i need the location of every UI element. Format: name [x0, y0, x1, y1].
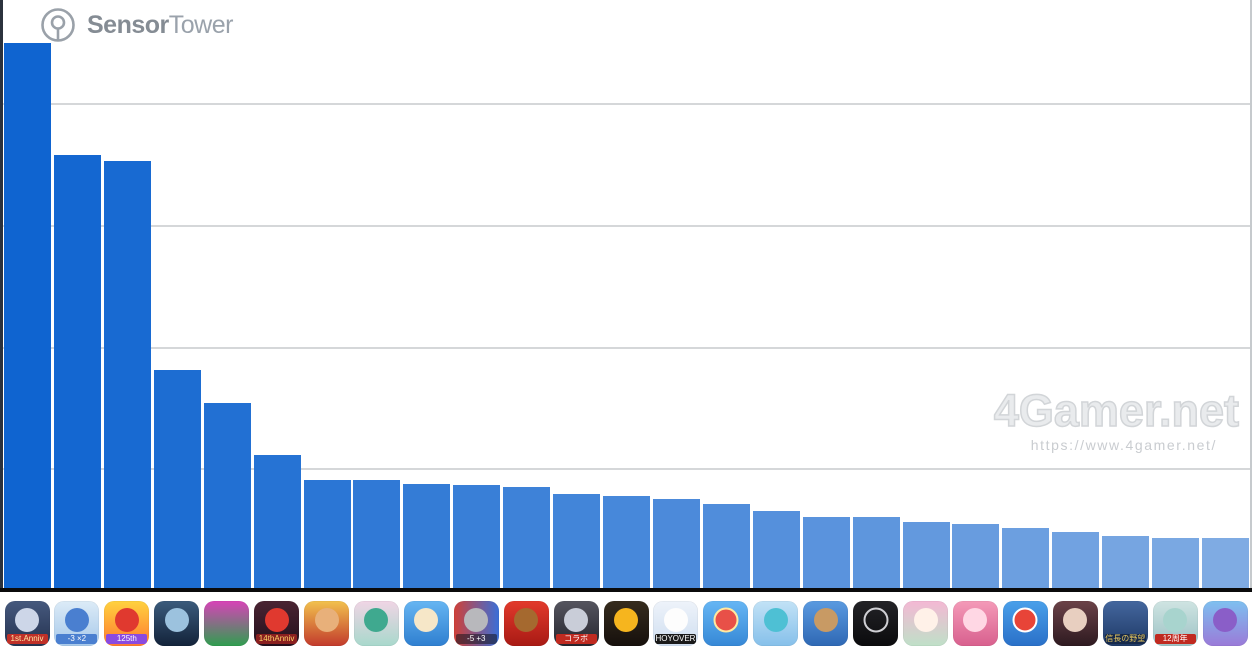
sensor-tower-logo: SensorTower [40, 7, 233, 43]
chart-bar-12 [553, 493, 601, 590]
app-icon-11 [503, 601, 549, 646]
app-icon-13 [603, 601, 649, 646]
app-icon-20-art [963, 607, 988, 632]
app-icon-14: HOYOVERSE [653, 601, 699, 646]
app-icon-17 [803, 601, 849, 646]
app-icon-22-art [1063, 607, 1088, 632]
app-icon-16 [753, 601, 799, 646]
app-icon-9-art [414, 607, 439, 632]
app-icon-20 [952, 601, 998, 646]
gridline [3, 224, 1250, 227]
app-icon-1-badge: 1st.Anniv [6, 634, 48, 644]
chart-bar-15 [702, 503, 750, 590]
app-icon-19-art [913, 607, 938, 632]
chart-bar-3 [103, 161, 151, 590]
app-icon-25-art [1213, 607, 1238, 632]
logo-text-light: Tower [168, 11, 234, 39]
x-axis-line [0, 588, 1252, 592]
chart-bar-19 [902, 521, 950, 590]
app-icon-2: -3 ×2 [54, 601, 100, 646]
chart-bar-14 [652, 498, 700, 590]
app-icon-23: 信長の野望 [1102, 601, 1148, 646]
chart-bar-22 [1052, 531, 1100, 590]
chart-bar-24 [1152, 537, 1200, 590]
gridline [3, 346, 1250, 349]
app-icon-16-art [763, 607, 788, 632]
4gamer-watermark: 4Gamer.net https://www.4gamer.net/ [993, 385, 1240, 453]
chart-bar-9 [403, 484, 451, 590]
app-icon-8 [353, 601, 399, 646]
app-icon-18 [853, 601, 899, 646]
app-icon-24: 12周年 [1152, 601, 1198, 646]
app-icon-14-art [663, 607, 688, 632]
app-icon-3-badge: 125th [106, 634, 148, 644]
chart-bar-13 [603, 496, 651, 590]
app-icon-21-art [1012, 607, 1038, 633]
chart-bar-16 [752, 510, 800, 590]
app-icon-6-art [264, 607, 289, 632]
chart-bar-11 [503, 486, 551, 590]
app-icon-3: 125th [104, 601, 150, 646]
chart-bar-6 [253, 454, 301, 590]
sensor-tower-wordmark: SensorTower [87, 7, 233, 43]
app-icon-23-badge: 信長の野望 [1104, 634, 1146, 644]
plot-right-border [1250, 0, 1252, 591]
gridline [3, 468, 1250, 471]
chart-bar-4 [153, 369, 201, 590]
4gamer-logo-text: 4Gamer.net [993, 385, 1240, 436]
app-icon-25 [1202, 601, 1248, 646]
app-icon-12: コラボ [553, 601, 599, 646]
app-icon-7-art [314, 607, 339, 632]
chart-bar-5 [203, 402, 251, 590]
app-icon-24-art [1163, 607, 1188, 632]
app-icon-21 [1002, 601, 1048, 646]
chart-bar-21 [1002, 527, 1050, 590]
app-icon-10: -5 +3 [453, 601, 499, 646]
4gamer-url-text: https://www.4gamer.net/ [1030, 437, 1217, 453]
gridline [3, 103, 1250, 105]
app-icon-15 [703, 601, 749, 646]
app-icon-10-badge: -5 +3 [455, 634, 497, 644]
app-icon-24-badge: 12周年 [1154, 634, 1196, 644]
app-icon-12-badge: コラボ [555, 634, 597, 644]
chart-bar-8 [353, 480, 401, 590]
app-icon-14-badge: HOYOVERSE [655, 634, 697, 644]
app-icon-1-art [15, 607, 39, 632]
app-icon-3-art [114, 607, 139, 632]
app-icon-7 [304, 601, 350, 646]
chart-bar-18 [852, 516, 900, 590]
app-icon-15-art [713, 607, 739, 633]
app-icon-5 [204, 601, 250, 646]
app-icon-6: 14thAnniv [254, 601, 300, 646]
chart-bar-7 [303, 480, 351, 590]
app-icon-1: 1st.Anniv [4, 601, 50, 646]
app-icon-2-badge: -3 ×2 [56, 634, 98, 644]
chart-bar-10 [453, 485, 501, 590]
app-icon-19 [903, 601, 949, 646]
chart-bar-2 [53, 155, 101, 590]
chart-bar-23 [1102, 536, 1150, 590]
app-icon-17-art [813, 607, 838, 632]
app-icon-8-art [364, 607, 389, 632]
sensor-tower-icon [40, 7, 76, 43]
app-icon-4-art [164, 607, 189, 632]
chart-bar-1 [4, 43, 51, 590]
app-icon-12-art [564, 607, 589, 632]
app-icon-13-art [614, 607, 639, 632]
app-icon-11-art [514, 607, 539, 632]
app-icon-6-badge: 14thAnniv [256, 634, 298, 644]
logo-text-bold: Sensor [87, 11, 169, 39]
y-axis-line [0, 0, 3, 592]
app-icon-4 [154, 601, 200, 646]
app-icon-10-art [464, 607, 489, 632]
app-icon-9 [403, 601, 449, 646]
chart-bar-20 [952, 524, 1000, 590]
app-icon-22 [1052, 601, 1098, 646]
app-icon-18-art [863, 607, 889, 633]
chart-bar-17 [802, 516, 850, 590]
app-icon-2-art [64, 607, 89, 632]
chart-bar-25 [1202, 537, 1250, 590]
